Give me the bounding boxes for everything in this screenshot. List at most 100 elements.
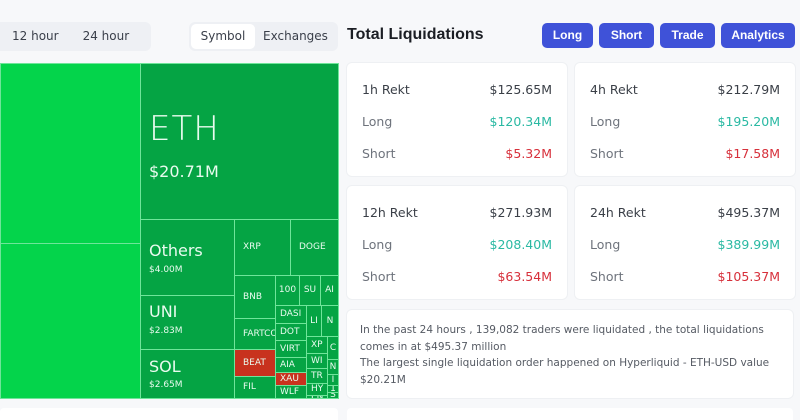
short-value: $17.58M xyxy=(725,145,780,161)
xp-symbol: XP xyxy=(311,339,323,350)
treemap-cell-n[interactable]: N xyxy=(321,305,339,337)
treemap-cell-eth[interactable]: ETH $20.71M xyxy=(140,63,339,220)
short-label: Short xyxy=(590,268,624,284)
hy-symbol: HY xyxy=(311,384,324,394)
period-label: 24h Rekt xyxy=(590,204,646,220)
treemap-cell-ai[interactable]: AI xyxy=(320,275,339,306)
uni-symbol: UNI xyxy=(149,302,178,321)
others-value: $4.00M xyxy=(149,265,183,275)
summary-line-1: In the past 24 hours , 139,082 traders w… xyxy=(360,324,764,353)
treemap-cell-bottom-left[interactable] xyxy=(0,243,141,399)
fartco-symbol: FARTCO xyxy=(243,328,276,339)
treemap-cell-tr[interactable]: TR xyxy=(306,368,328,384)
100-symbol: 100 xyxy=(278,285,297,295)
beat-symbol: BEAT xyxy=(243,357,266,368)
wlf-symbol: WLF xyxy=(280,386,300,397)
n2-symbol: N xyxy=(329,361,337,372)
long-button[interactable]: Long xyxy=(542,23,593,48)
short-label: Short xyxy=(590,145,624,161)
treemap-cell-xrp[interactable]: XRP xyxy=(234,219,291,276)
long-value: $208.40M xyxy=(489,236,552,252)
dot-symbol: DOT xyxy=(280,326,300,337)
treemap-cell-others[interactable]: Others $4.00M xyxy=(140,219,235,296)
long-label: Long xyxy=(362,236,393,252)
tab-exchanges[interactable]: Exchanges xyxy=(263,29,328,43)
short-label: Short xyxy=(362,268,396,284)
liquidation-summary: In the past 24 hours , 139,082 traders w… xyxy=(347,310,793,398)
su-symbol: SU xyxy=(303,285,317,295)
trade-button[interactable]: Trade xyxy=(660,23,715,48)
short-button[interactable]: Short xyxy=(599,23,654,48)
n-symbol: N xyxy=(326,315,334,326)
treemap-cell-100[interactable]: 100 xyxy=(275,275,300,306)
treemap-cell-beat[interactable]: BEAT xyxy=(234,349,276,377)
tr-symbol: TR xyxy=(311,370,323,381)
time-range-tabs: 12 hour 24 hour xyxy=(0,22,152,51)
treemap-cell-uni[interactable]: UNI $2.83M xyxy=(140,295,235,350)
en-symbol: EN xyxy=(311,396,323,398)
treemap-cell-wlf[interactable]: WLF xyxy=(275,385,307,399)
lower-left-panel xyxy=(0,408,338,420)
treemap-cell-dot[interactable]: DOT xyxy=(275,323,307,341)
sol-value: $2.65M xyxy=(149,380,183,390)
xau-symbol: XAU xyxy=(280,373,299,384)
treemap-cell-bnb[interactable]: BNB xyxy=(234,275,276,319)
treemap-cell-sol[interactable]: SOL $2.65M xyxy=(140,349,235,399)
treemap-cell-wi[interactable]: WI xyxy=(306,353,328,369)
eth-symbol: ETH xyxy=(149,109,220,149)
tab-12-hour[interactable]: 12 hour xyxy=(12,29,59,43)
dash-symbol: DASI xyxy=(280,309,302,319)
view-toggle: Symbol Exchanges xyxy=(189,22,338,51)
treemap-cell-en[interactable]: EN xyxy=(306,395,328,399)
i-symbol: I xyxy=(331,374,335,385)
stat-card-1h: 1h Rekt $125.65M Long $120.34M Short $5.32M xyxy=(347,63,567,176)
long-value: $120.34M xyxy=(489,113,552,129)
uni-value: $2.83M xyxy=(149,326,183,336)
sol-symbol: SOL xyxy=(149,357,181,376)
eth-value: $20.71M xyxy=(149,162,219,181)
others-symbol: Others xyxy=(149,241,203,260)
treemap-cell-fartco[interactable]: FARTCO xyxy=(234,318,276,350)
action-buttons: Long Short Trade Analytics xyxy=(542,23,795,48)
treemap-cell-su[interactable]: SU xyxy=(299,275,321,306)
long-value: $389.99M xyxy=(717,236,780,252)
treemap-cell-c[interactable]: C xyxy=(327,336,339,360)
treemap-cell-virt[interactable]: VIRT xyxy=(275,340,307,358)
stat-card-4h: 4h Rekt $212.79M Long $195.20M Short $17.58… xyxy=(575,63,795,176)
treemap-cell-top-left[interactable] xyxy=(0,63,141,244)
bnb-symbol: BNB xyxy=(243,291,263,302)
aia-symbol: AIA xyxy=(280,359,295,370)
treemap-cell-s[interactable]: S xyxy=(327,392,339,399)
analytics-button[interactable]: Analytics xyxy=(721,23,795,48)
treemap-cell-fil[interactable]: FIL xyxy=(234,376,276,399)
long-value: $195.20M xyxy=(717,113,780,129)
long-label: Long xyxy=(362,113,393,129)
tab-24-hour[interactable]: 24 hour xyxy=(82,29,130,43)
long-label: Long xyxy=(590,113,621,129)
short-value: $63.54M xyxy=(497,268,552,284)
treemap-cell-n2[interactable]: N xyxy=(327,359,339,375)
short-value: $105.37M xyxy=(717,268,780,284)
wi-symbol: WI xyxy=(311,355,323,366)
short-value: $5.32M xyxy=(505,145,552,161)
total-value: $271.93M xyxy=(489,204,552,220)
treemap-cell-li[interactable]: LI xyxy=(306,305,322,337)
tab-symbol[interactable]: Symbol xyxy=(191,24,255,49)
stat-card-12h: 12h Rekt $271.93M Long $208.40M Short $63.5… xyxy=(347,186,567,299)
treemap-cell-doge[interactable]: DOGE xyxy=(290,219,339,276)
page-title: Total Liquidations xyxy=(347,26,484,43)
treemap-cell-aia[interactable]: AIA xyxy=(275,357,307,373)
xrp-symbol: XRP xyxy=(243,242,261,252)
doge-symbol: DOGE xyxy=(299,242,326,252)
lower-right-panel xyxy=(347,408,793,420)
treemap-cell-xau[interactable]: XAU xyxy=(275,372,307,386)
long-label: Long xyxy=(590,236,621,252)
total-value: $495.37M xyxy=(717,204,780,220)
treemap-cell-xp[interactable]: XP xyxy=(306,336,328,354)
treemap-cell-i[interactable]: I xyxy=(327,374,339,386)
period-label: 1h Rekt xyxy=(362,81,410,97)
treemap-cell-dash[interactable]: DASI xyxy=(275,305,307,324)
ai-symbol: AI xyxy=(325,285,334,295)
liquidation-treemap: ETH $20.71M Others $4.00M UNI $2.83M SOL… xyxy=(0,63,339,399)
